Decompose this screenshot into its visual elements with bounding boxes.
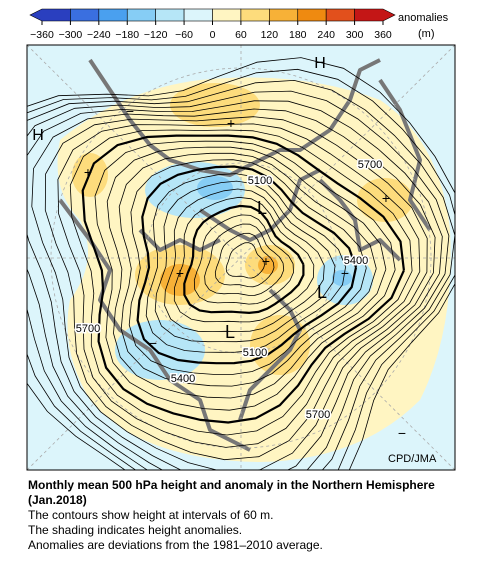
caption-line: The shading indicates height anomalies.: [28, 523, 243, 537]
anomaly-sign: −: [341, 265, 349, 281]
colorbar: −360 −300 −240 −180 −120 −60 0 60 120 180 240 300 36…: [29, 8, 396, 41]
colorbar-segment: [70, 8, 100, 22]
pressure-center: L: [257, 198, 267, 218]
contour: [27, 57, 455, 470]
colorbar-segment: [212, 8, 242, 22]
colorbar-tick-label: 60: [235, 29, 247, 41]
contour: [81, 134, 405, 424]
colorbar-tick-label: 240: [317, 29, 335, 41]
contour: [106, 146, 387, 399]
pressure-center: L: [317, 282, 327, 302]
anomaly-sign: +: [382, 190, 390, 206]
colorbar-tick-label: −60: [175, 29, 193, 41]
anomaly-sign: +: [155, 347, 156, 349]
contour: [145, 173, 346, 353]
anomaly-sign: −: [149, 335, 157, 351]
caption-line: The contours show height at intervals of…: [28, 508, 274, 522]
colorbar-segment: [269, 8, 299, 22]
colorbar-segment: [126, 8, 156, 22]
colorbar-segment: [240, 8, 270, 22]
colorbar-tick-label: 0: [210, 29, 216, 41]
contour-label: 5400: [344, 255, 368, 267]
contour-label: 5400: [171, 373, 195, 385]
contour-label: 5700: [306, 409, 330, 421]
pressure-center: H: [32, 127, 44, 144]
anomaly-sign: +: [176, 265, 184, 281]
contour: [183, 204, 305, 315]
colorbar-tick-label: −360: [30, 29, 54, 41]
colorbar-tick-label: −180: [115, 29, 139, 41]
map-labels: HHLLL++++++−−−−5100510054005400570057005…: [32, 55, 406, 441]
anomaly-sign: −: [398, 425, 406, 441]
contour: [94, 140, 396, 411]
anomaly-sign: +: [227, 115, 235, 131]
colorbar-segment: [297, 8, 327, 22]
colorbar-tick-label: −300: [59, 29, 83, 41]
height-contours: [27, 57, 455, 470]
colorbar-segment: [29, 8, 71, 22]
contour: [44, 116, 428, 461]
pressure-center: L: [225, 322, 235, 342]
contour: [136, 165, 358, 365]
map-frame: [26, 44, 456, 471]
colorbar-segment: [155, 8, 185, 22]
contour: [164, 188, 325, 333]
contour-label: 5100: [243, 347, 267, 359]
contour: [204, 223, 285, 296]
contour: [118, 152, 377, 387]
colorbar-segment: [325, 8, 355, 22]
colorbar-tick-label: −120: [144, 29, 168, 41]
caption-line: Anomalies are deviations from the 1981–2…: [28, 538, 323, 552]
colorbar-segment: [354, 8, 396, 22]
colorbar-tick-label: −240: [87, 29, 111, 41]
contour: [69, 129, 413, 436]
contour: [27, 90, 450, 470]
contour: [154, 180, 336, 343]
colorbar-tick-label: 120: [261, 29, 279, 41]
colorbar-tick-label: 360: [374, 29, 392, 41]
colorbar-title: anomalies: [398, 12, 449, 24]
contour: [27, 100, 443, 470]
map: HHLLL++++++−−−−5100510054005400570057005…: [27, 45, 455, 470]
contour-label: 5700: [76, 323, 100, 335]
contour: [193, 214, 294, 305]
contour: [57, 123, 421, 448]
colorbar-tick-label: 180: [289, 29, 307, 41]
figure: −360 −300 −240 −180 −120 −60 0 60 120 180 240 300 36…: [26, 8, 456, 471]
contour: [31, 108, 436, 470]
colorbar-unit: (m): [418, 28, 435, 40]
anomaly-sign: −: [126, 103, 134, 119]
contour-label: 5100: [248, 175, 272, 187]
contour: [214, 232, 275, 288]
contour: [173, 196, 315, 323]
contour: [27, 79, 455, 470]
contour: [27, 68, 455, 470]
credit: CPD/JMA: [388, 453, 437, 465]
contour: [225, 242, 265, 279]
anomaly-sign: +: [84, 164, 92, 180]
caption-title: Monthly mean 500 hPa height and anomaly …: [28, 478, 435, 507]
colorbar-segment: [183, 8, 213, 22]
pressure-center: H: [314, 55, 326, 72]
anomaly-sign: +: [262, 253, 270, 269]
contour-label: 5700: [358, 159, 382, 171]
contour: [128, 159, 367, 375]
colorbar-segment: [98, 8, 128, 22]
colorbar-tick-label: 300: [346, 29, 364, 41]
